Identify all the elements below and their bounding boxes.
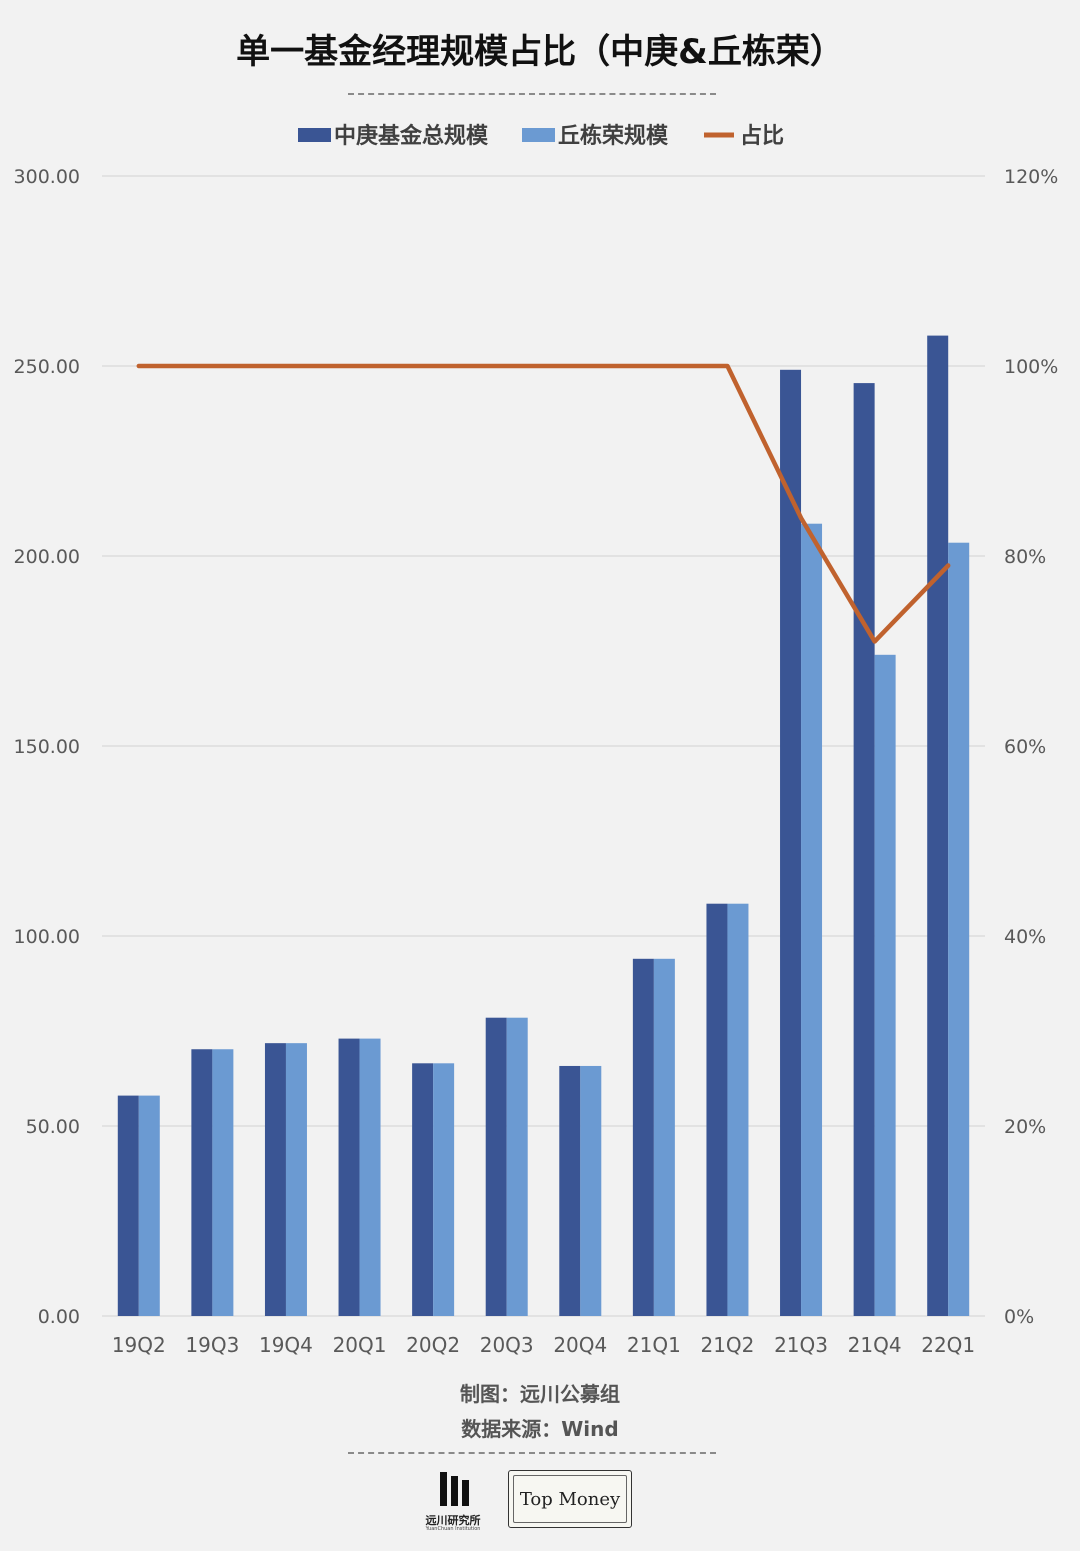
legend-share-label: 占比 <box>740 124 784 149</box>
y-right-tick-label: 40% <box>1004 926 1046 948</box>
chart-title: 单一基金经理规模占比（中庚&丘栋荣） <box>236 32 844 72</box>
footer-divider <box>348 1452 716 1454</box>
topmoney-logo: Top Money <box>508 1470 632 1528</box>
x-tick-label: 20Q2 <box>406 1333 460 1357</box>
bar-zhonggeng-total <box>191 1049 213 1316</box>
x-tick-label: 19Q2 <box>112 1333 166 1357</box>
bar-zhonggeng-total <box>780 369 802 1316</box>
bar-qiudongrong <box>212 1049 234 1316</box>
legend-zhonggeng-total-label: 中庚基金总规模 <box>334 123 489 149</box>
bar-qiudongrong <box>359 1038 381 1316</box>
y-right-tick-label: 80% <box>1004 546 1046 568</box>
chart: 0.00 0% 50.00 20% 100.00 40% 150.00 60% 200.00 80… <box>14 123 1059 1357</box>
bar-qiudongrong <box>874 654 896 1316</box>
bar-qiudongrong <box>801 523 823 1316</box>
bar-qiudongrong <box>138 1095 160 1316</box>
title-divider <box>348 93 716 95</box>
bar-qiudongrong <box>948 542 970 1316</box>
x-tick-label: 19Q3 <box>185 1333 239 1357</box>
y-right-tick-label: 0% <box>1004 1306 1034 1328</box>
yuanchuan-logo-sub: YuanChuan Institution <box>425 1526 481 1532</box>
y-left-tick-label: 100.00 <box>14 926 80 948</box>
y-right-tick-label: 60% <box>1004 736 1046 758</box>
bar-zhonggeng-total <box>117 1095 139 1316</box>
y-right-tick-label: 120% <box>1004 166 1058 188</box>
bar-zhonggeng-total <box>559 1065 581 1316</box>
bar-zhonggeng-total <box>412 1063 434 1316</box>
yuanchuan-logo-mark <box>440 1472 469 1506</box>
bar-qiudongrong <box>653 958 675 1316</box>
legend-zhonggeng-total-swatch <box>298 128 331 142</box>
y-right-tick-label: 20% <box>1004 1116 1046 1138</box>
bar-qiudongrong <box>506 1017 528 1316</box>
bar-zhonggeng-total <box>853 383 875 1317</box>
bar-qiudongrong <box>580 1065 602 1316</box>
x-tick-label: 21Q1 <box>627 1333 681 1357</box>
y-left-tick-label: 0.00 <box>38 1306 80 1328</box>
y-left-tick-label: 250.00 <box>14 356 80 378</box>
bar-zhonggeng-total <box>485 1017 507 1316</box>
bar-zhonggeng-total <box>706 903 728 1316</box>
x-tick-label: 22Q1 <box>921 1333 975 1357</box>
x-tick-label: 21Q4 <box>848 1333 902 1357</box>
topmoney-logo-text: Top Money <box>513 1475 627 1523</box>
source-text: 数据来源：Wind <box>461 1417 619 1441</box>
bar-qiudongrong <box>433 1063 455 1316</box>
bar-zhonggeng-total <box>264 1043 286 1316</box>
legend-qiudongrong-swatch <box>522 128 555 142</box>
x-tick-label: 21Q2 <box>700 1333 754 1357</box>
bar-zhonggeng-total <box>632 958 654 1316</box>
x-tick-label: 20Q4 <box>553 1333 607 1357</box>
bar-zhonggeng-total <box>927 335 949 1317</box>
x-tick-label: 20Q3 <box>480 1333 534 1357</box>
y-left-tick-label: 200.00 <box>14 546 80 568</box>
y-left-tick-label: 50.00 <box>26 1116 80 1138</box>
y-right-tick-label: 100% <box>1004 356 1058 378</box>
line-share <box>136 363 951 644</box>
bar-qiudongrong <box>727 903 749 1316</box>
x-tick-label: 20Q1 <box>333 1333 387 1357</box>
bar-zhonggeng-total <box>338 1038 360 1316</box>
legend-qiudongrong-label: 丘栋荣规模 <box>558 123 669 149</box>
yuanchuan-logo-name: 远川研究所 <box>425 1514 481 1527</box>
x-tick-label: 19Q4 <box>259 1333 313 1357</box>
credit-text: 制图：远川公募组 <box>460 1382 620 1406</box>
yuanchuan-logo: 远川研究所 YuanChuan Institution <box>410 1468 496 1534</box>
y-left-tick-label: 300.00 <box>14 166 80 188</box>
x-tick-label: 21Q3 <box>774 1333 828 1357</box>
y-left-tick-label: 150.00 <box>14 736 80 758</box>
bar-qiudongrong <box>285 1043 307 1316</box>
